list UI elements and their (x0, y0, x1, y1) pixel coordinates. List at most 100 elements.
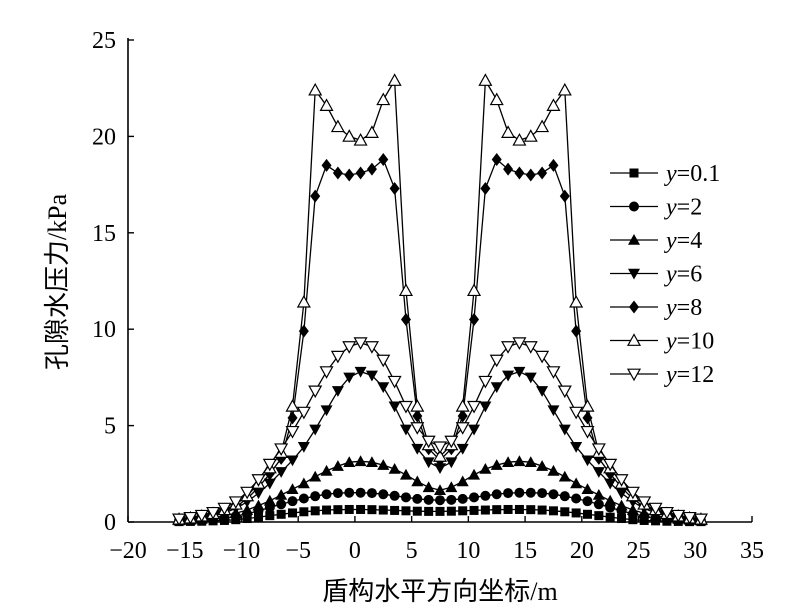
data-point (344, 504, 354, 514)
legend-value: =2 (677, 195, 703, 221)
data-point (592, 467, 605, 478)
data-point (446, 506, 456, 516)
data-point (617, 514, 627, 524)
data-point (287, 496, 298, 507)
data-point (491, 489, 502, 500)
data-point (343, 372, 356, 384)
data-point (502, 370, 515, 382)
data-point (378, 489, 389, 500)
data-point (410, 422, 425, 435)
data-point (367, 505, 377, 515)
data-point (503, 488, 514, 499)
data-point (603, 458, 618, 472)
data-point (354, 366, 367, 378)
data-point (503, 504, 513, 514)
data-point (592, 489, 605, 500)
data-point (582, 496, 593, 507)
data-point (297, 442, 310, 453)
y-tick-label: 5 (104, 414, 116, 440)
data-point (387, 375, 402, 389)
data-point (446, 494, 457, 505)
legend-label: y=2 (664, 195, 702, 221)
data-point (387, 73, 402, 86)
data-point (514, 504, 524, 514)
x-tick-label: 5 (406, 538, 418, 564)
data-point (399, 468, 412, 480)
data-point (378, 505, 388, 515)
data-point (194, 509, 209, 523)
data-point (604, 494, 617, 506)
y-tick-label: 0 (104, 510, 116, 536)
legend: y=0.1y=2y=4y=6y=8y=10y=12 (610, 161, 720, 388)
legend-variable: y (664, 329, 677, 355)
data-point (412, 506, 422, 516)
data-point (456, 443, 469, 455)
legend-label: y=6 (664, 262, 702, 288)
data-point (388, 401, 401, 413)
axes: −20 −15 −10 −5 0 5 10 15 20 25 30 35 0 5 10 15 20 25 (92, 28, 764, 564)
data-point (435, 506, 445, 516)
data-point (580, 399, 595, 412)
data-point (456, 475, 469, 487)
data-point (478, 73, 493, 86)
data-point (455, 399, 470, 412)
data-point (637, 496, 652, 509)
data-point (571, 493, 582, 504)
legend-variable: y (664, 161, 677, 187)
data-point (682, 511, 697, 525)
data-point (344, 168, 355, 182)
data-point (275, 467, 288, 478)
data-point (489, 92, 504, 106)
data-point (308, 82, 323, 96)
data-point (286, 455, 299, 467)
data-point (423, 494, 434, 505)
data-point (183, 511, 198, 525)
data-point (320, 405, 333, 417)
legend-value: =8 (677, 295, 703, 321)
data-point (536, 460, 549, 471)
data-point (525, 168, 536, 182)
data-point (525, 487, 536, 498)
data-point (524, 456, 537, 468)
x-tick-label: −10 (223, 538, 261, 564)
legend-marker (629, 201, 639, 212)
data-point (389, 490, 400, 501)
data-point (467, 283, 482, 297)
data-point (389, 181, 400, 195)
data-point (479, 462, 492, 474)
data-point (322, 505, 332, 515)
data-point (401, 506, 411, 516)
data-point (547, 405, 560, 417)
data-point (513, 366, 526, 378)
legend-variable: y (664, 295, 677, 321)
data-point (537, 505, 547, 515)
data-point (376, 92, 391, 106)
data-point (546, 366, 561, 379)
legend-value: =0.1 (677, 161, 721, 187)
data-point (240, 486, 255, 500)
data-point (342, 129, 357, 142)
data-point (435, 495, 445, 506)
data-point (548, 489, 559, 500)
data-point (479, 401, 492, 413)
plot-area (172, 73, 708, 527)
data-point (580, 425, 595, 439)
data-point (445, 457, 458, 469)
data-point (512, 337, 527, 350)
data-point (365, 456, 378, 468)
data-point (548, 506, 558, 516)
data-point (364, 125, 379, 138)
data-point (693, 513, 708, 527)
data-point (523, 129, 538, 142)
data-point (491, 153, 502, 167)
data-point (490, 459, 503, 470)
data-point (615, 499, 628, 511)
legend-label: y=12 (664, 362, 714, 388)
data-point (489, 354, 504, 368)
data-point (524, 372, 537, 384)
data-point (399, 424, 412, 436)
data-point (309, 424, 322, 436)
data-point (593, 499, 604, 510)
legend-item: y=4 (610, 228, 702, 254)
data-point (469, 505, 479, 515)
